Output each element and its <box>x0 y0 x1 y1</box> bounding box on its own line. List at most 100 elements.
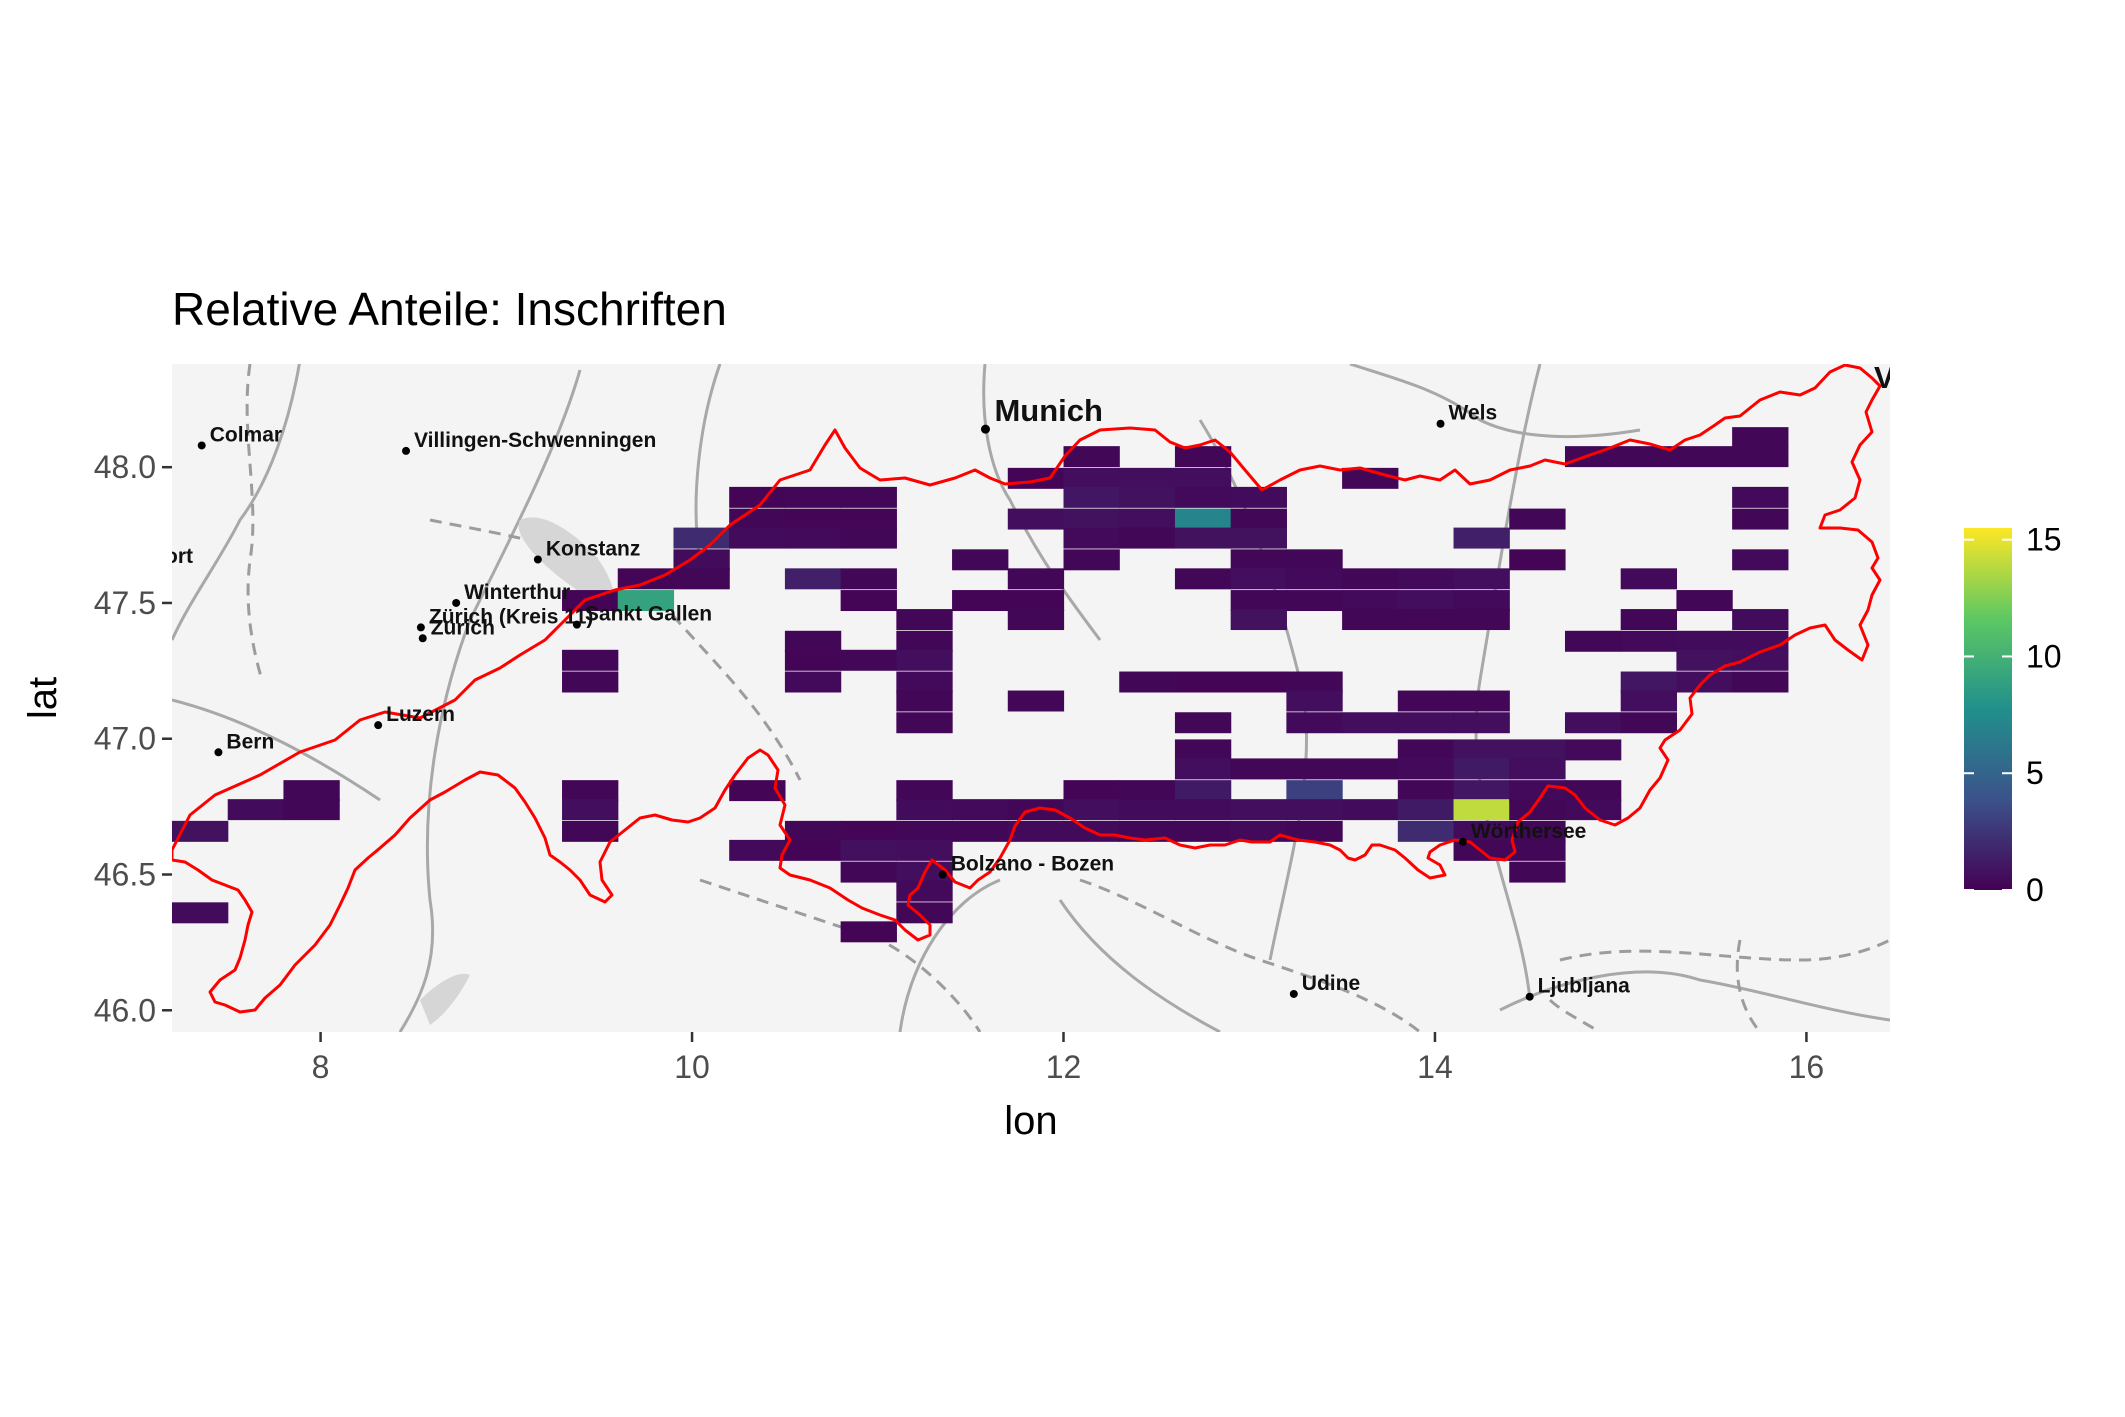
heatmap-cell <box>1397 758 1455 780</box>
heatmap-cell <box>1397 609 1455 631</box>
heatmap-cell <box>1230 590 1287 612</box>
heatmap-cell <box>1732 446 1789 468</box>
heatmap-cell <box>1063 508 1120 530</box>
heatmap-cell <box>1397 712 1455 734</box>
heatmap-cell <box>1119 508 1176 530</box>
heatmap-cell <box>784 508 842 530</box>
heatmap-cell <box>1174 446 1232 468</box>
y-tick-label: 47.5 <box>94 585 156 621</box>
heatmap-cell <box>1509 780 1566 802</box>
city-dot-icon <box>1525 992 1534 1001</box>
city-label: Wörthersee <box>1471 820 1587 843</box>
heatmap-cell <box>1063 527 1120 549</box>
heatmap-cell <box>1230 508 1287 530</box>
x-tick-label: 14 <box>1417 1049 1453 1085</box>
y-axis: 46.0 46.5 47.0 47.5 48.0 <box>94 449 172 1028</box>
heatmap-cell <box>1564 780 1622 802</box>
heatmap-cell <box>1453 609 1510 631</box>
heatmap-cell <box>1286 758 1343 780</box>
cut-off-label-v: V <box>1874 360 1895 395</box>
heatmap-cell <box>1230 799 1287 821</box>
city-dot-icon <box>374 721 383 730</box>
city-dot-icon <box>402 446 411 455</box>
heatmap-cell <box>1119 780 1176 802</box>
basemap-lakes <box>420 517 614 1025</box>
heatmap-cell <box>840 861 897 883</box>
heatmap-cell <box>1342 712 1399 734</box>
heatmap-cell <box>1342 609 1399 631</box>
heatmap-cell <box>1564 739 1622 761</box>
heatmap-cell <box>1174 467 1232 489</box>
heatmap-cell <box>1342 799 1399 821</box>
city-label: Ljubljana <box>1538 975 1630 998</box>
city-dot-icon <box>1436 419 1445 428</box>
heatmap-cell <box>1174 527 1232 549</box>
heatmap-cell <box>1119 527 1176 549</box>
heatmap-cell <box>1342 467 1399 489</box>
city-dot-icon <box>938 870 947 879</box>
cut-off-label-ort: ort <box>165 545 193 568</box>
heatmap-cell <box>1063 446 1120 468</box>
heatmap-cell <box>1230 549 1287 571</box>
heatmap-cell <box>1119 486 1176 508</box>
city-dot-icon <box>533 555 542 564</box>
heatmap-cell <box>896 609 953 631</box>
y-tick-label: 46.0 <box>94 992 156 1028</box>
heatmap-cell <box>1397 590 1455 612</box>
heatmap-cell <box>1732 427 1789 449</box>
heatmap-cell <box>1453 820 1510 842</box>
basemap-place-labels: Colmar Villingen-Schwenningen Munich Wels Ko… <box>197 393 1630 1001</box>
heatmap-cell <box>896 630 953 652</box>
heatmap-cell <box>1732 486 1789 508</box>
heatmap-cell <box>562 820 619 842</box>
heatmap-cell <box>283 799 340 821</box>
city-label: Luzern <box>386 703 455 726</box>
heatmap-cell <box>1732 671 1789 693</box>
heatmap-cell <box>840 590 897 612</box>
x-tick-label: 16 <box>1789 1049 1825 1085</box>
heatmap-cell <box>784 568 842 590</box>
y-tick-label: 47.0 <box>94 721 156 757</box>
heatmap-cell <box>1174 758 1232 780</box>
city-dot-icon <box>980 424 990 434</box>
heatmap-cell <box>896 839 953 861</box>
x-axis-title: lon <box>1004 1099 1057 1143</box>
heatmap-cell <box>1509 508 1566 530</box>
heatmap-cell <box>562 671 619 693</box>
heatmap-cell <box>1230 568 1287 590</box>
heatmap-cell <box>1063 467 1120 489</box>
heatmap-cell <box>896 671 953 693</box>
y-tick-label: 48.0 <box>94 449 156 485</box>
heatmap-cell <box>840 527 897 549</box>
heatmap-cell <box>1230 609 1287 631</box>
heatmap-cell <box>840 839 897 861</box>
heatmap-cell <box>1342 568 1399 590</box>
heatmap-cell <box>1509 799 1566 821</box>
heatmap-cell <box>840 486 897 508</box>
heatmap-cell <box>1174 568 1232 590</box>
heatmap-cell <box>896 780 953 802</box>
heatmap-cell <box>1063 799 1120 821</box>
heatmap-cell <box>1174 799 1232 821</box>
basemap-roads <box>172 364 1890 1032</box>
region-outline-red <box>172 364 1882 1014</box>
heatmap-cell <box>1007 690 1065 712</box>
heatmap-cell <box>784 839 842 861</box>
heatmap-cell <box>562 799 619 821</box>
heatmap-cell <box>1286 799 1343 821</box>
heatmap-cell <box>673 568 730 590</box>
heatmap-cell <box>1620 712 1678 734</box>
heatmap-cell <box>1564 799 1622 821</box>
heatmap-cell <box>729 486 786 508</box>
x-axis: 8 10 12 14 16 <box>312 1032 1825 1085</box>
heatmap-cell <box>1453 590 1510 612</box>
heatmap-cell <box>673 527 730 549</box>
heatmap-cell <box>1676 590 1733 612</box>
heatmap-cell <box>729 527 786 549</box>
city-label: Konstanz <box>546 538 641 561</box>
heatmap-cell <box>1230 527 1287 549</box>
heatmap-cell <box>1453 739 1510 761</box>
heatmap-cell <box>562 649 619 671</box>
heatmap-cell <box>1286 712 1343 734</box>
heatmap-cell <box>896 799 953 821</box>
